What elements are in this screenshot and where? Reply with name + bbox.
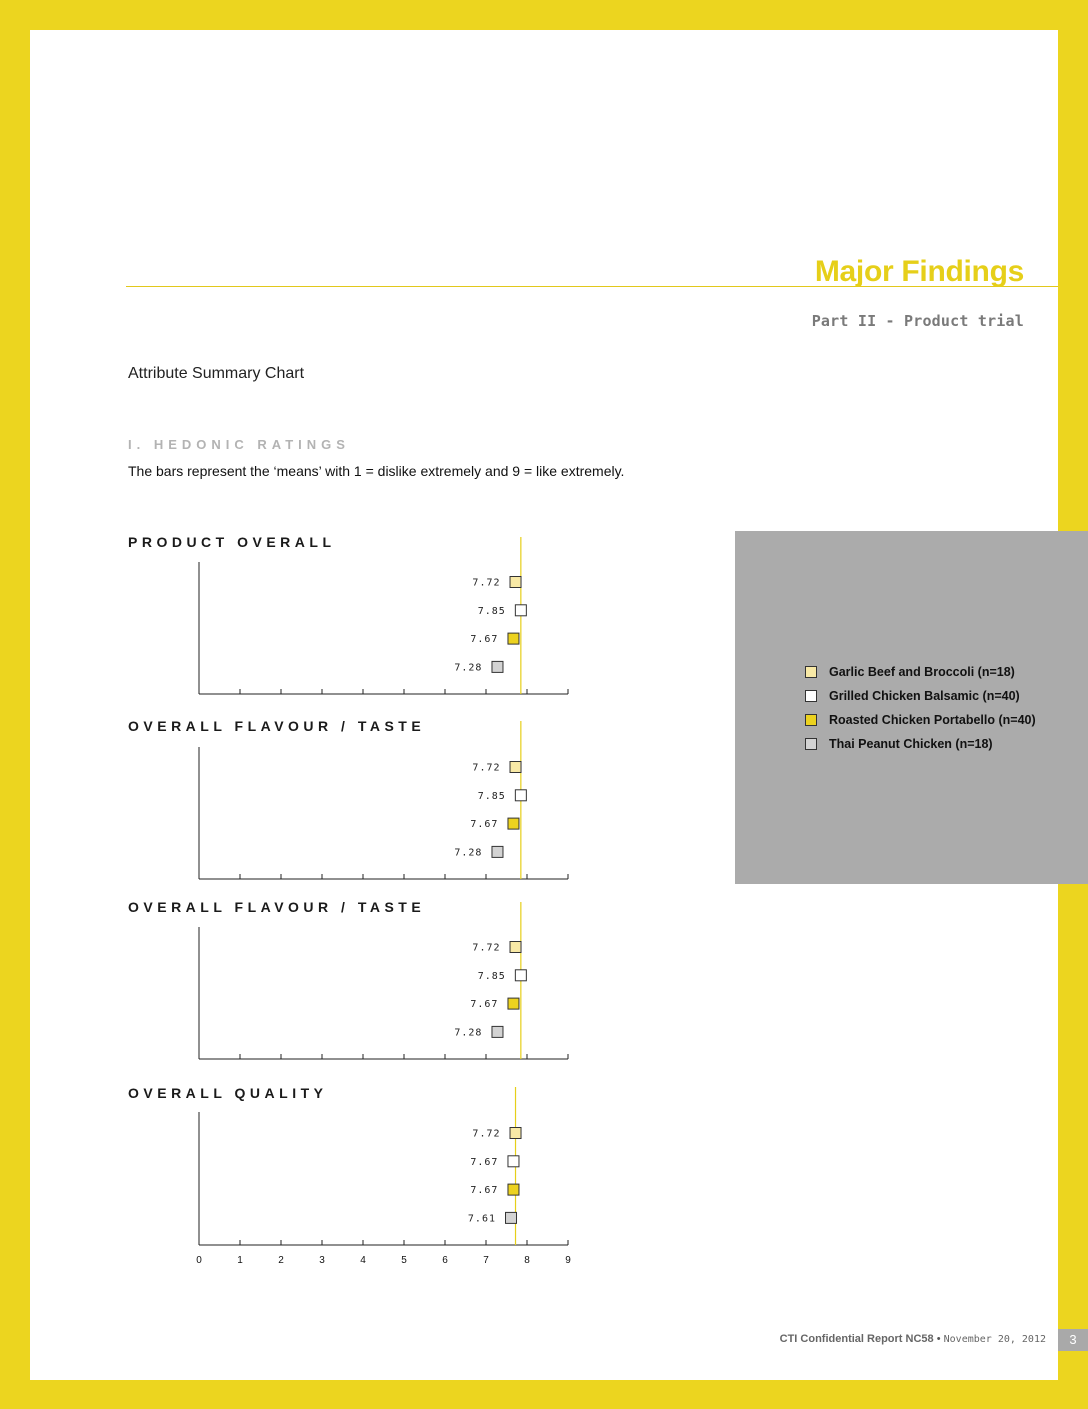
- chart-title: Attribute Summary Chart: [128, 365, 305, 382]
- data-label-roasted-chicken-3: 7.67: [470, 1185, 498, 1196]
- mark-garlic-beef-3: [509, 1127, 522, 1139]
- mark-grilled-chicken-3: [507, 1155, 520, 1168]
- legend-label-thai-peanut: Thai Peanut Chicken (n=18): [829, 737, 993, 751]
- mark-garlic-beef-0: [509, 576, 522, 588]
- section-description: The bars represent the ‘means’ with 1 = …: [128, 463, 625, 479]
- mark-garlic-beef-2: [509, 941, 522, 953]
- mark-thai-peanut-0: [491, 660, 504, 673]
- data-label-roasted-chicken-2: 7.67: [470, 999, 498, 1010]
- legend-swatch-roasted-chicken: [805, 714, 817, 726]
- footer-report: CTI Confidential Report NC58: [779, 1333, 934, 1345]
- mark-thai-peanut-1: [491, 845, 504, 858]
- x-tick-label-8: 8: [524, 1255, 530, 1266]
- mark-roasted-chicken-0: [507, 632, 520, 645]
- x-tick-label-1: 1: [237, 1255, 243, 1266]
- mark-grilled-chicken-1: [514, 789, 527, 802]
- page-title: Major Findings: [814, 255, 1024, 288]
- panel-title-flavour-taste: OVERALL FLAVOUR / TASTE: [128, 718, 426, 734]
- legend-item-thai-peanut: Thai Peanut Chicken (n=18): [805, 737, 993, 751]
- x-tick-label-6: 6: [442, 1255, 448, 1266]
- legend-panel: Garlic Beef and Broccoli (n=18) Grilled …: [735, 531, 1088, 884]
- x-tick-label-0: 0: [196, 1255, 202, 1266]
- mark-roasted-chicken-3: [507, 1183, 520, 1196]
- x-tick-label-5: 5: [401, 1255, 407, 1266]
- mark-roasted-chicken-2: [507, 997, 520, 1010]
- mark-grilled-chicken-0: [514, 604, 527, 617]
- legend-label-grilled-chicken: Grilled Chicken Balsamic (n=40): [829, 689, 1020, 703]
- mark-garlic-beef-1: [509, 761, 522, 773]
- data-label-garlic-beef-1: 7.72: [472, 763, 500, 774]
- legend-item-roasted-chicken: Roasted Chicken Portabello (n=40): [805, 713, 1036, 727]
- data-label-thai-peanut-0: 7.28: [454, 662, 482, 673]
- legend-swatch-garlic-beef: [805, 666, 817, 678]
- legend-swatch-thai-peanut: [805, 738, 817, 750]
- data-label-garlic-beef-0: 7.72: [472, 578, 500, 589]
- x-tick-label-9: 9: [565, 1255, 571, 1266]
- data-label-roasted-chicken-0: 7.67: [470, 634, 498, 645]
- x-tick-label-2: 2: [278, 1255, 284, 1266]
- mark-roasted-chicken-1: [507, 817, 520, 830]
- footer-date: November 20, 2012: [943, 1334, 1046, 1345]
- x-tick-label-3: 3: [319, 1255, 325, 1266]
- legend-swatch-grilled-chicken: [805, 690, 817, 702]
- page-subtitle: Part II - Product trial: [811, 312, 1024, 330]
- data-label-thai-peanut-3: 7.61: [468, 1213, 496, 1224]
- data-label-grilled-chicken-2: 7.85: [478, 971, 506, 982]
- footer-separator: •: [936, 1333, 941, 1345]
- panel-title-flavour-taste-2: OVERALL FLAVOUR / TASTE: [128, 899, 426, 915]
- legend-label-roasted-chicken: Roasted Chicken Portabello (n=40): [829, 713, 1036, 727]
- data-label-roasted-chicken-1: 7.67: [470, 819, 498, 830]
- legend-item-grilled-chicken: Grilled Chicken Balsamic (n=40): [805, 689, 1020, 703]
- data-label-thai-peanut-1: 7.28: [454, 847, 482, 858]
- panel-title-overall-quality: OVERALL QUALITY: [128, 1085, 328, 1101]
- data-label-thai-peanut-2: 7.28: [454, 1027, 482, 1038]
- data-label-grilled-chicken-1: 7.85: [478, 791, 506, 802]
- data-label-garlic-beef-3: 7.72: [472, 1129, 500, 1140]
- header-rule: [126, 286, 1058, 287]
- page-number: 3: [1058, 1329, 1088, 1351]
- mark-thai-peanut-2: [491, 1025, 504, 1038]
- panel-title-product-overall: PRODUCT OVERALL: [128, 534, 336, 550]
- x-tick-label-4: 4: [360, 1255, 366, 1266]
- data-label-grilled-chicken-0: 7.85: [478, 606, 506, 617]
- mark-thai-peanut-3: [505, 1211, 518, 1224]
- x-tick-label-7: 7: [483, 1255, 489, 1266]
- data-label-garlic-beef-2: 7.72: [472, 943, 500, 954]
- legend-label-garlic-beef: Garlic Beef and Broccoli (n=18): [829, 665, 1015, 679]
- footer: CTI Confidential Report NC58 • November …: [780, 1333, 1046, 1345]
- legend-item-garlic-beef: Garlic Beef and Broccoli (n=18): [805, 665, 1015, 679]
- data-label-grilled-chicken-3: 7.67: [470, 1157, 498, 1168]
- mark-grilled-chicken-2: [514, 969, 527, 982]
- section-heading: I. HEDONIC RATINGS: [128, 437, 350, 452]
